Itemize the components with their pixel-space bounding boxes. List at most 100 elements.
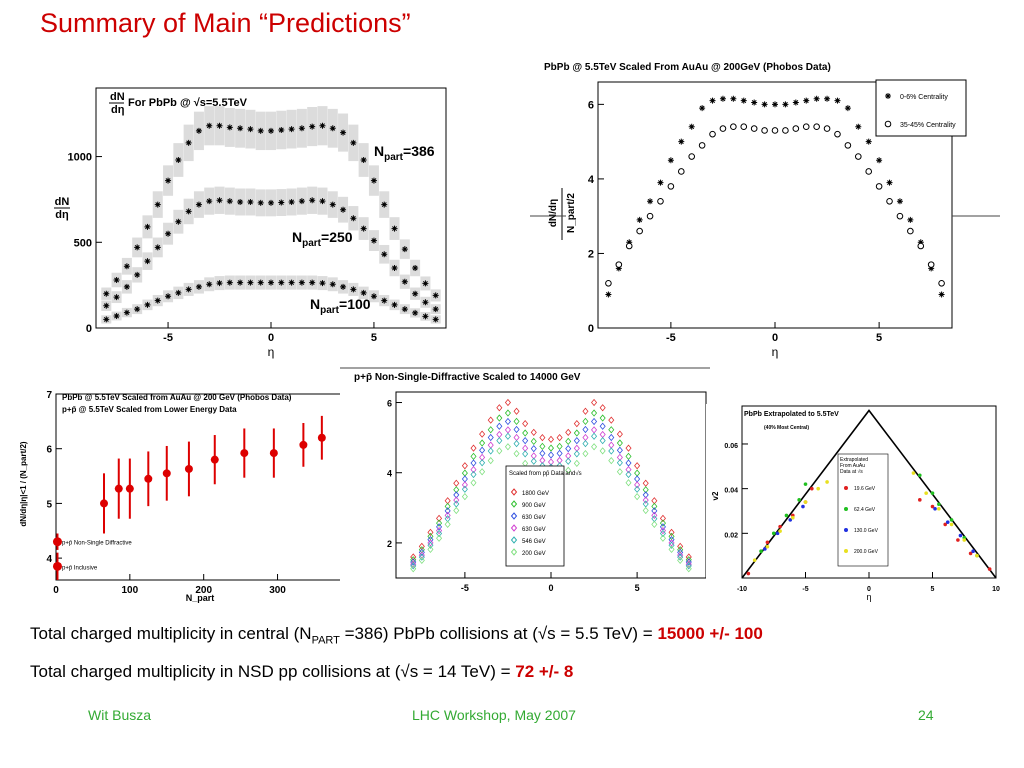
legend-title: Scaled from pp̄ Data and√s (509, 470, 582, 477)
data-point (924, 491, 928, 495)
legend-label: 200.0 GeV (854, 549, 879, 555)
data-point (823, 125, 831, 132)
data-point (582, 433, 589, 442)
data-point (626, 239, 633, 246)
data-point (625, 444, 632, 452)
data-point (370, 293, 377, 300)
data-point (175, 289, 182, 296)
y-tick-label: 0.04 (724, 488, 738, 495)
data-point (659, 534, 666, 542)
chart-scaled-phobos-svg: PbPb @ 5.5TeV Scaled From AuAu @ 200GeV … (530, 62, 1000, 359)
data-point (625, 242, 633, 250)
data-point (487, 426, 494, 434)
data-point (340, 129, 347, 136)
data-point (418, 546, 425, 554)
data-point (659, 523, 666, 531)
data-point (123, 309, 130, 316)
data-point (496, 422, 503, 430)
data-point (513, 407, 520, 415)
data-point (896, 198, 903, 205)
plot-frame (55, 393, 345, 581)
data-point (216, 197, 223, 204)
data-point (971, 549, 975, 553)
legend-label: 0-6% Centrality (900, 94, 948, 101)
data-point (668, 541, 675, 549)
data-point (608, 433, 615, 442)
data-point (175, 157, 182, 163)
data-point (444, 520, 451, 529)
data-point (317, 433, 326, 442)
data-point (427, 528, 434, 537)
data-point (765, 540, 770, 545)
x-tick-label: 0 (268, 332, 274, 344)
data-point (625, 452, 632, 461)
data-point (513, 450, 520, 458)
y-tick-label: 6 (387, 399, 392, 409)
data-point (911, 471, 916, 475)
legend-label: 62.4 GeV (854, 507, 876, 513)
data-point (907, 216, 914, 223)
data-point (479, 439, 486, 447)
data-point (782, 127, 789, 134)
data-point (949, 522, 954, 527)
data-point (810, 486, 814, 491)
data-point (625, 465, 632, 474)
data-point (113, 294, 120, 301)
data-point (226, 198, 233, 205)
data-point (907, 227, 914, 235)
data-point (865, 168, 873, 175)
data-point (634, 481, 641, 489)
data-point (513, 417, 520, 426)
data-point (479, 468, 486, 476)
data-point (422, 313, 429, 320)
data-point (784, 513, 789, 518)
data-point (461, 485, 468, 493)
data-point (646, 212, 654, 220)
legend-label: 19.6 GeV (854, 486, 876, 492)
data-point (813, 123, 820, 131)
data-point (677, 553, 684, 561)
data-point (616, 439, 623, 447)
legend-label: 130.0 GeV (854, 528, 879, 534)
data-point (930, 504, 935, 509)
data-point (513, 439, 520, 448)
footer-page-number: 24 (918, 707, 934, 723)
data-point (634, 493, 641, 501)
legend-label: 546 GeV (522, 539, 546, 545)
data-point (956, 538, 960, 542)
data-point (685, 553, 692, 561)
data-point (530, 444, 537, 453)
data-point (269, 449, 278, 458)
data-point (184, 464, 193, 473)
data-point (615, 265, 622, 272)
data-point (381, 251, 388, 258)
data-point (513, 433, 520, 442)
data-point (123, 283, 130, 290)
data-point (625, 459, 632, 467)
data-point (772, 101, 778, 108)
data-point (565, 457, 572, 465)
data-point (816, 486, 820, 491)
chart-title: PbPb Extrapolated to 5.5TeV (744, 411, 839, 418)
data-point (761, 127, 768, 134)
chart-npart: 0 100 200 300 4 5 6 7 PbPb @ 5.5TeV Scaled from … (16, 384, 346, 606)
data-point (778, 529, 782, 533)
data-point (165, 230, 172, 237)
data-point (237, 279, 244, 286)
data-point (522, 459, 529, 468)
data-point (103, 302, 110, 309)
legend-title: Data at √s (840, 468, 863, 475)
data-point (134, 271, 141, 278)
data-point (937, 502, 941, 507)
data-point (309, 123, 316, 130)
data-point (309, 279, 316, 286)
data-point (605, 291, 612, 298)
data-point (370, 237, 377, 244)
data-point (791, 515, 795, 520)
data-point (319, 280, 326, 287)
chart-v2-svg: -10 -5 0 5 10 0.02 0.04 0.06 PbPb Extrapolated t… (711, 405, 1000, 602)
data-point (162, 469, 171, 478)
y-tick-label: 5 (46, 499, 52, 510)
y-tick-label: 0 (86, 323, 92, 335)
data-point (144, 258, 151, 265)
